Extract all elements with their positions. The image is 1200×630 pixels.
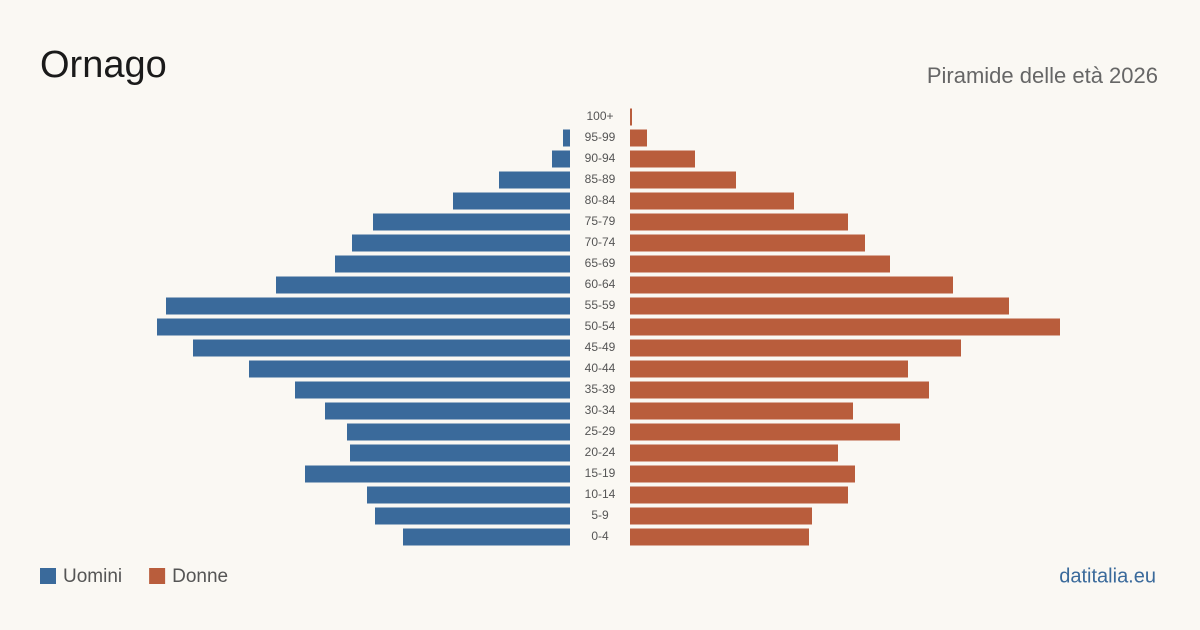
bar [166,297,570,315]
bar [630,402,853,420]
bar [325,402,570,420]
category-label: 45-49 [585,340,616,354]
bar [157,318,570,336]
category-label: 25-29 [585,424,616,438]
bar [352,234,570,252]
bar [347,423,570,441]
bar [630,108,632,126]
legend-swatch [149,568,166,584]
bar [552,150,570,168]
bar [630,465,855,483]
bar [630,318,1060,336]
bar [335,255,570,273]
category-label: 65-69 [585,256,616,270]
bar [305,465,570,483]
bar [630,297,1009,315]
bar [563,129,570,147]
category-label: 30-34 [585,403,616,417]
bar [350,444,570,462]
bar [630,171,736,189]
category-label: 20-24 [585,445,616,459]
category-label: 85-89 [585,172,616,186]
bar [453,192,570,210]
bar [630,507,812,525]
category-label: 10-14 [585,487,616,501]
bar [193,339,570,357]
bar [630,360,908,378]
bar [630,423,900,441]
bar [630,381,929,399]
category-label: 75-79 [585,214,616,228]
bar [403,528,570,546]
bar [630,213,848,231]
category-label: 100+ [586,109,613,123]
bar [630,255,890,273]
category-label: 40-44 [585,361,616,375]
category-label: 5-9 [591,508,609,522]
bar [630,192,794,210]
bar [499,171,570,189]
bar [373,213,570,231]
legend-label: Uomini [63,566,122,587]
bar [630,276,953,294]
bar [630,339,961,357]
chart-subtitle: Piramide delle età 2026 [927,63,1158,88]
category-label: 0-4 [591,529,609,543]
category-label: 95-99 [585,130,616,144]
bar [630,486,848,504]
bar [630,234,865,252]
bar [367,486,570,504]
legend-label: Donne [172,566,228,587]
bar [630,444,838,462]
category-label: 55-59 [585,298,616,312]
category-label: 50-54 [585,319,616,333]
category-label: 80-84 [585,193,616,207]
category-label: 90-94 [585,151,616,165]
bar [630,528,809,546]
bar [249,360,570,378]
bar [630,129,647,147]
category-label: 70-74 [585,235,616,249]
bar [295,381,570,399]
category-label: 15-19 [585,466,616,480]
chart-title: Ornago [40,44,167,86]
legend-swatch [40,568,56,584]
bar [276,276,570,294]
category-label: 35-39 [585,382,616,396]
bar [375,507,570,525]
category-label: 60-64 [585,277,616,291]
source: datitalia.eu [1059,565,1156,587]
bar [630,150,695,168]
